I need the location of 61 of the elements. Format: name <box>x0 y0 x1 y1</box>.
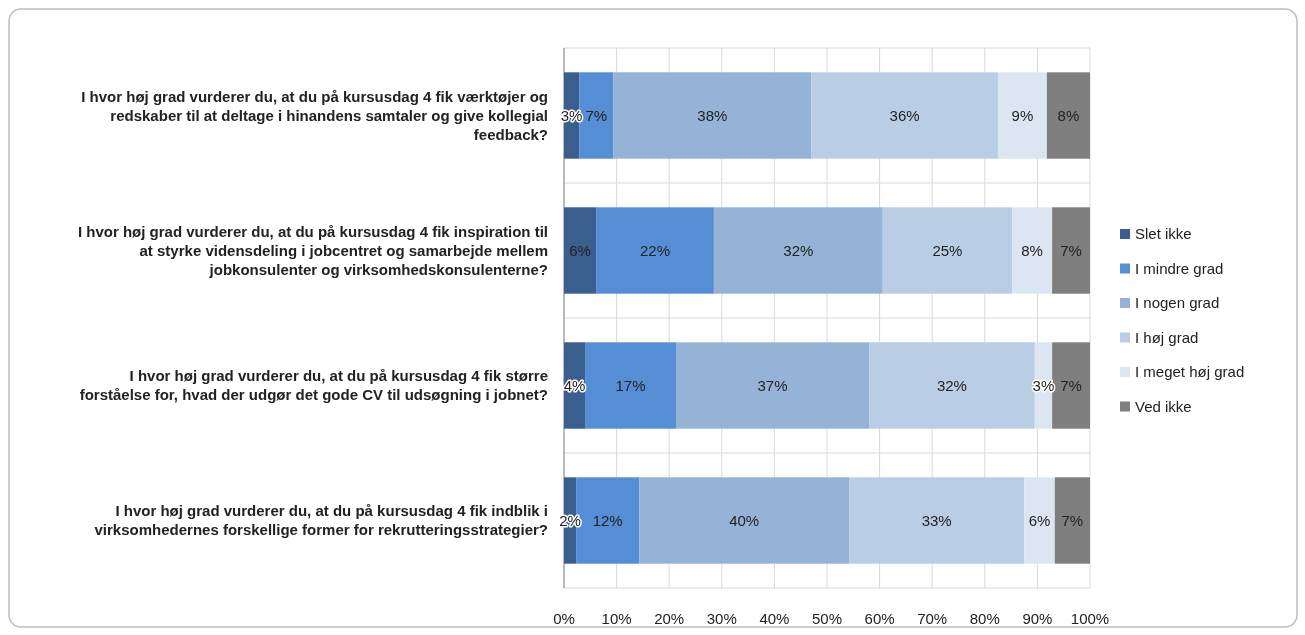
legend-label: Ved ikke <box>1135 397 1192 415</box>
bar <box>585 342 677 429</box>
data-label: 38% <box>697 106 728 124</box>
data-label: 33% <box>921 511 952 529</box>
bar <box>1024 477 1055 564</box>
bar <box>676 342 870 429</box>
bar <box>564 207 597 294</box>
bar <box>1012 207 1053 294</box>
bar <box>1054 477 1090 564</box>
bar <box>849 477 1025 564</box>
data-label: 3% <box>1032 376 1055 394</box>
y-tick-label: I hvor høj grad vurderer du, at du på kursusdag 4 fik indblik i virksomhedernes forskellige former for rekrutteringsstrategier? <box>94 502 548 539</box>
data-label: 7% <box>1061 511 1084 529</box>
data-label: 6% <box>1028 511 1051 529</box>
x-tick-label: 0% <box>553 610 575 627</box>
data-label: 32% <box>936 376 967 394</box>
y-tick-label: I hvor høj grad vurderer du, at du på kursusdag 4 fik værktøjer og redskaber til at deltage i hinandens samtaler og give kollegial feedback? <box>81 87 548 143</box>
x-tick-label: 10% <box>601 610 632 627</box>
legend-label: I meget høj grad <box>1135 363 1245 381</box>
data-label: 25% <box>932 241 963 259</box>
data-label: 22% <box>639 241 671 259</box>
bar <box>1046 72 1090 159</box>
x-tick-label: 20% <box>654 610 685 627</box>
data-label: 17% <box>615 376 646 394</box>
x-tick-label: 40% <box>759 610 790 627</box>
bar <box>811 72 998 159</box>
x-tick-label: 80% <box>969 610 1000 627</box>
bar <box>869 342 1035 429</box>
data-label: 32% <box>783 241 814 259</box>
data-label: 7% <box>1060 241 1082 259</box>
bar <box>882 207 1013 294</box>
data-label: 9% <box>1011 106 1034 124</box>
data-label: 37% <box>757 376 788 394</box>
data-label: 36% <box>889 106 920 124</box>
data-label: 7% <box>1060 376 1082 394</box>
legend-label: I høj grad <box>1135 328 1199 346</box>
bar <box>639 477 850 564</box>
bar <box>613 72 812 159</box>
data-label: 8% <box>1057 106 1080 124</box>
bar <box>596 207 714 294</box>
bar <box>1052 342 1090 429</box>
legend-label: I mindre grad <box>1135 259 1224 277</box>
data-label: 6% <box>569 241 591 259</box>
data-label: 4% <box>563 376 586 394</box>
data-label: 12% <box>592 511 623 529</box>
legend-label: Slet ikke <box>1135 225 1192 243</box>
x-tick-label: 100% <box>1070 610 1110 627</box>
x-tick-label: 90% <box>1022 610 1053 627</box>
data-label: 40% <box>729 511 760 529</box>
y-tick-label: I hvor høj grad vurderer du, at du på kursusdag 4 fik større forståelse for, hvad der udgør det gode CV til udsøgning i jobnet? <box>79 367 548 404</box>
bar <box>997 72 1047 159</box>
x-tick-label: 70% <box>917 610 948 627</box>
x-tick-label: 50% <box>811 610 843 627</box>
y-tick-label: I hvor høj grad vurderer du, at du på kursusdag 4 fik inspiration til at styrke vidensdeling i jobcentret og samarbejde mellem jobkonsulenter og virksomhedskonsulenterne? <box>77 222 548 278</box>
data-label: 7% <box>585 106 608 124</box>
data-label: 8% <box>1021 241 1043 259</box>
bar <box>713 207 883 294</box>
x-tick-label: 60% <box>864 610 895 627</box>
bar <box>1052 207 1090 294</box>
x-tick-label: 30% <box>706 610 737 627</box>
legend-label: I nogen grad <box>1135 294 1220 312</box>
